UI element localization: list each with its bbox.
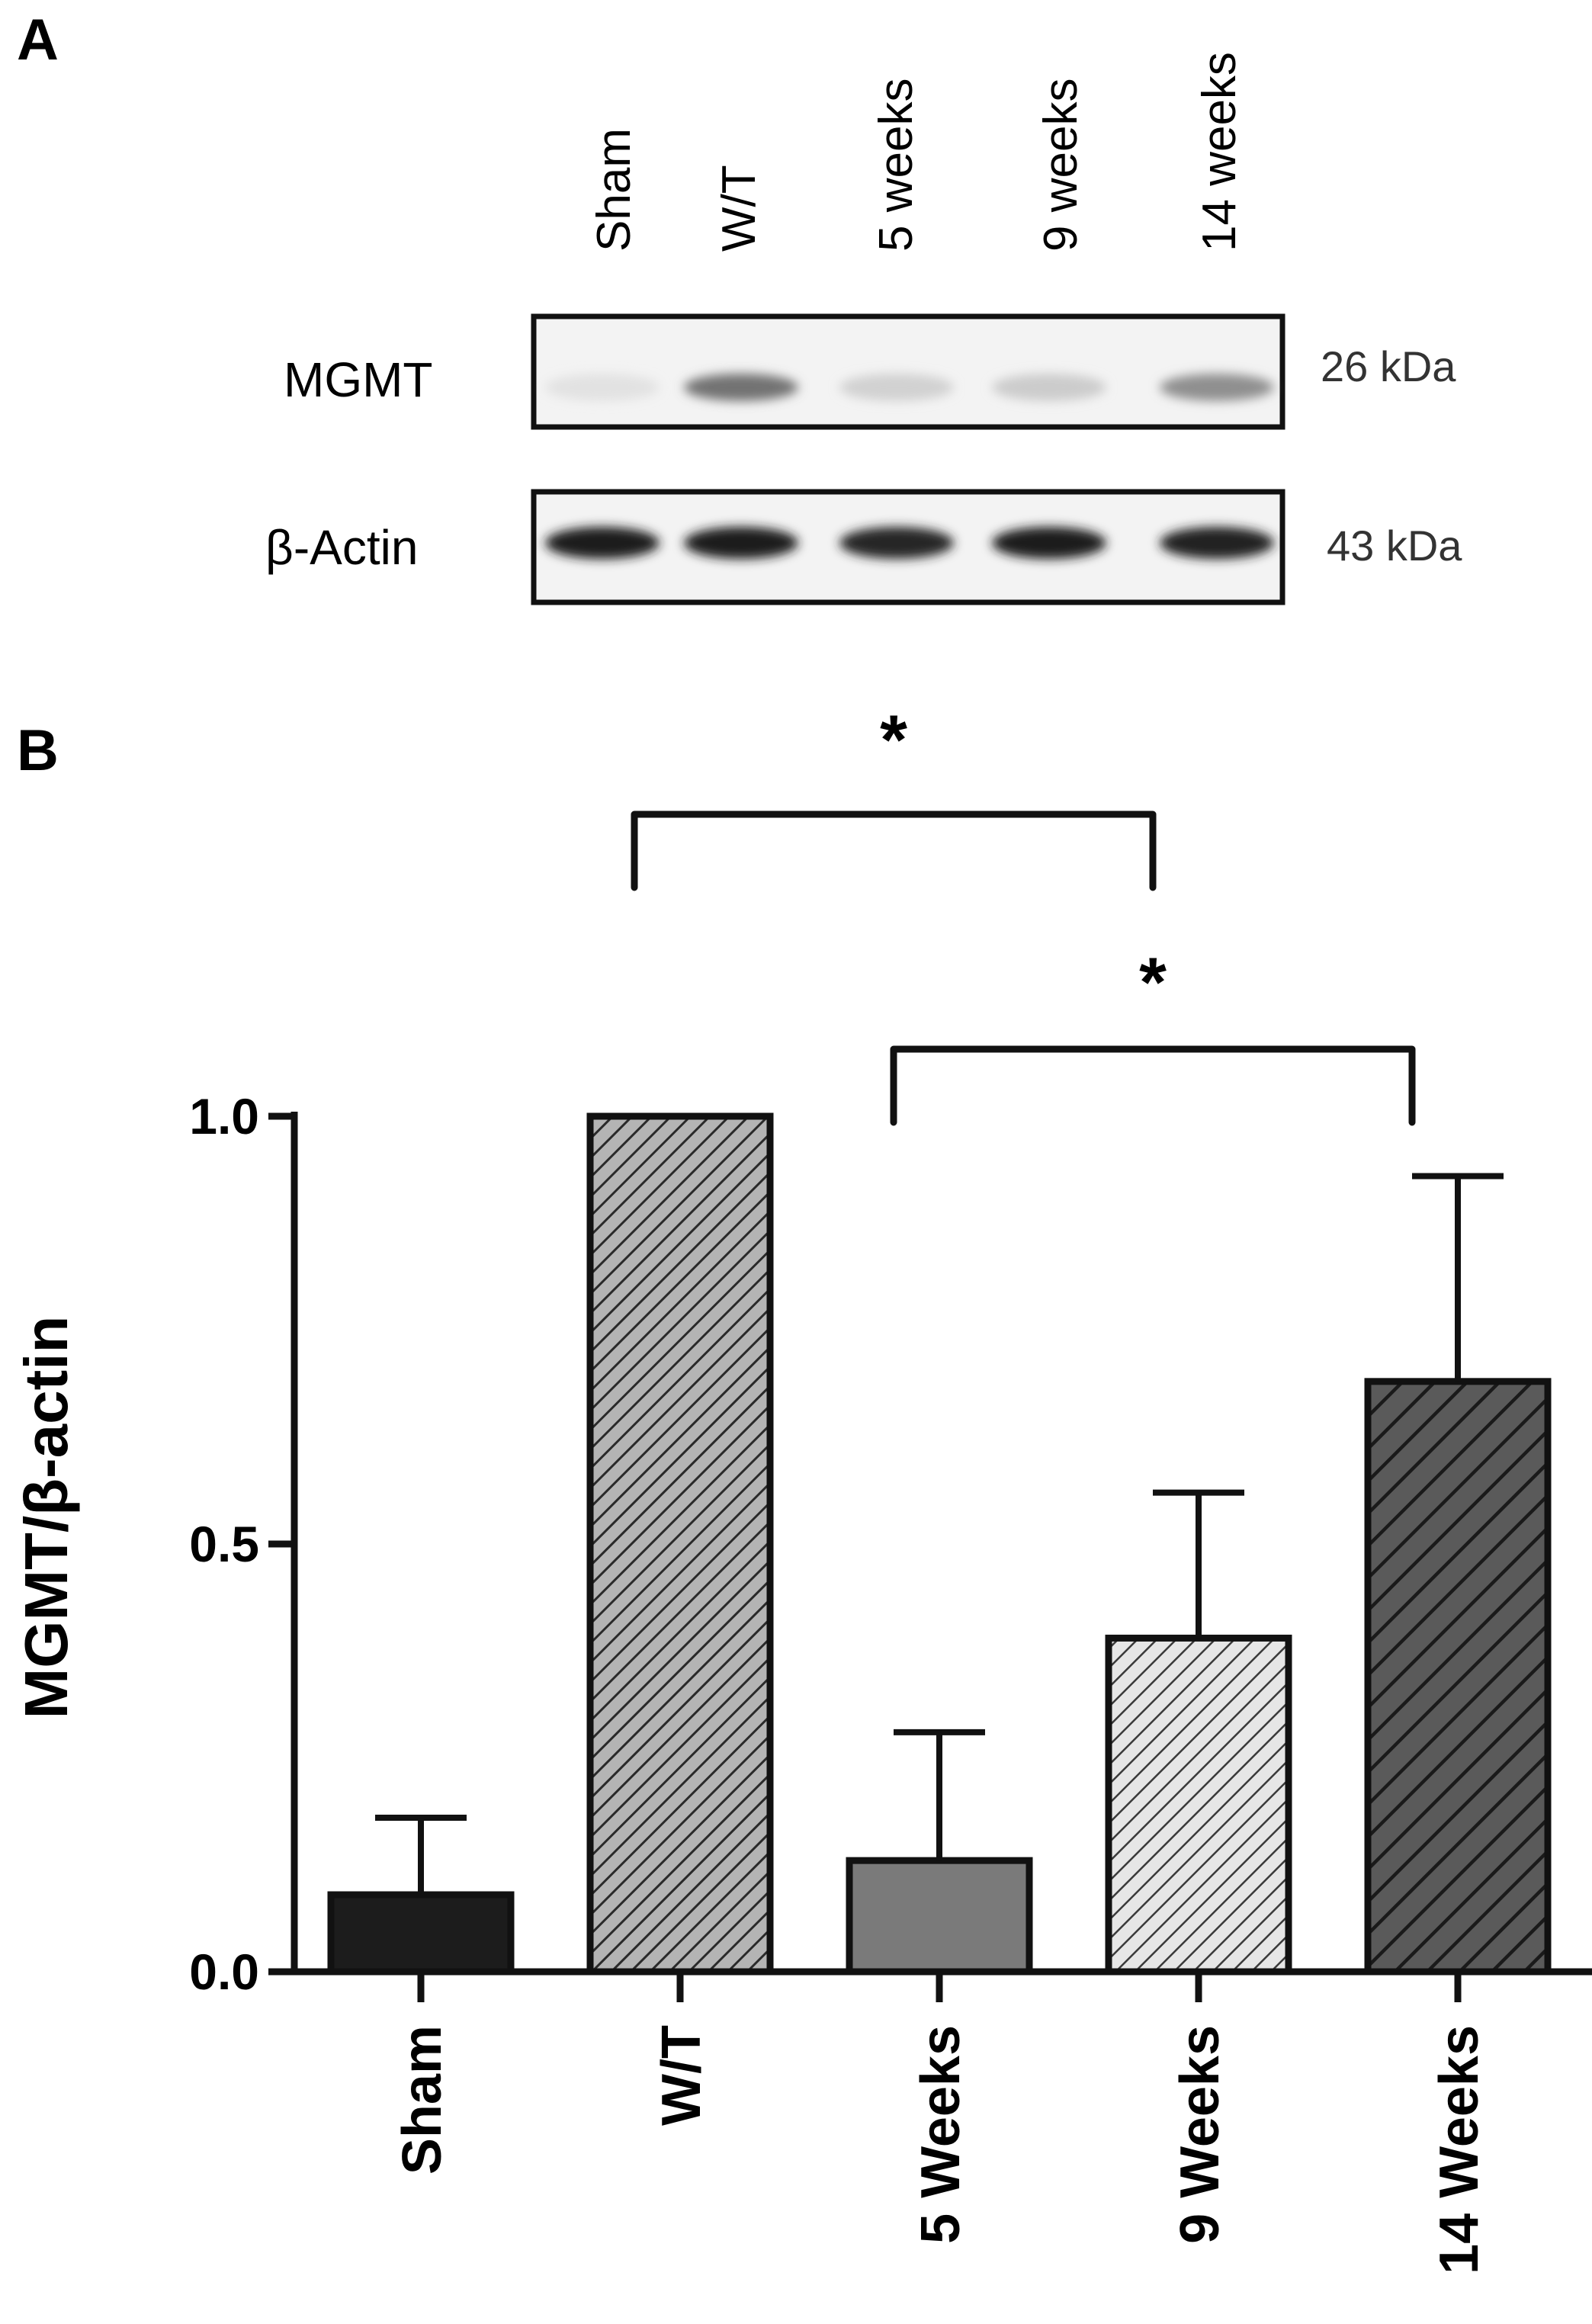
y-tick-label: 1.0 <box>189 1088 259 1144</box>
y-tick-label: 0.5 <box>189 1516 259 1572</box>
significance-bracket <box>631 811 1157 891</box>
blot-band <box>992 527 1106 559</box>
lane-label: Sham <box>588 128 640 252</box>
significance-bracket <box>890 1045 1416 1126</box>
x-tick-label: Sham <box>392 2025 453 2175</box>
y-axis-title: MGMT/β-actin <box>12 1316 80 1719</box>
x-tick-label: W/T <box>651 2025 712 2126</box>
actin-bands <box>545 527 1274 559</box>
x-tick-label: 14 Weeks <box>1429 2025 1490 2274</box>
blot-label-actin: β-Actin <box>265 520 418 575</box>
panel-b-label: B <box>17 718 59 783</box>
blot-band <box>839 374 954 401</box>
blot-band <box>1160 374 1274 401</box>
lane-label: 14 weeks <box>1193 52 1246 252</box>
lane-label: 5 weeks <box>870 79 923 252</box>
bar <box>586 1112 774 1976</box>
lane-label: 9 weeks <box>1035 79 1087 252</box>
y-tick-label: 0.0 <box>189 1944 259 2000</box>
bar-chart: 0.0 0.5 1.0 Sham W/T 5 Weeks 9 Weeks 14 Weeks * * <box>189 701 1592 2274</box>
actin-size-label: 43 kDa <box>1327 522 1462 570</box>
blot-band <box>684 527 798 559</box>
lane-labels: Sham W/T 5 weeks 9 weeks 14 weeks <box>588 52 1246 252</box>
x-tick-label: 9 Weeks <box>1170 2025 1231 2244</box>
x-tick-label: 5 Weeks <box>910 2025 971 2244</box>
mgmt-blot-frame <box>531 313 1285 430</box>
mgmt-size-label: 26 kDa <box>1321 342 1456 390</box>
blot-band <box>545 527 660 559</box>
significance-star: * <box>880 701 907 779</box>
blot-band <box>992 374 1106 401</box>
blot-band <box>1160 527 1274 559</box>
significance-star: * <box>1139 944 1167 1022</box>
mgmt-bands <box>545 374 1274 401</box>
panel-a-label: A <box>17 8 59 72</box>
blot-band <box>684 374 798 401</box>
bar <box>1364 1378 1552 1976</box>
lane-label: W/T <box>713 165 766 252</box>
bar <box>327 1891 515 1976</box>
bar <box>1105 1634 1292 1976</box>
bar <box>846 1857 1033 1976</box>
blot-label-mgmt: MGMT <box>284 352 433 407</box>
blot-band <box>545 374 660 401</box>
blot-band <box>839 527 954 559</box>
